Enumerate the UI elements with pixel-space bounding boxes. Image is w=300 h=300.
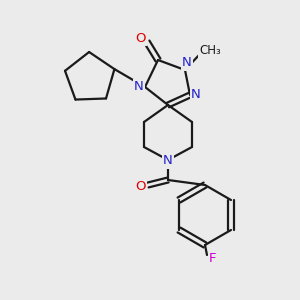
Text: N: N [163, 154, 173, 167]
Text: N: N [134, 80, 144, 94]
Text: O: O [135, 32, 145, 44]
Text: N: N [191, 88, 201, 101]
Text: CH₃: CH₃ [199, 44, 221, 58]
Text: F: F [209, 253, 217, 266]
Text: O: O [135, 181, 145, 194]
Text: N: N [182, 56, 192, 70]
